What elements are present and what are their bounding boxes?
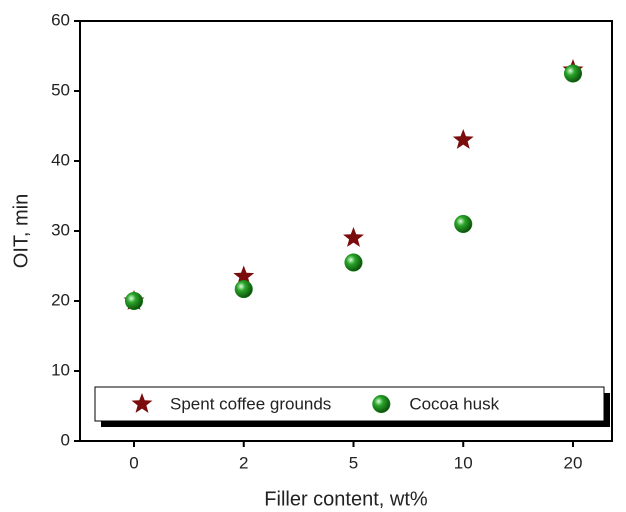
legend-label: Cocoa husk [409,394,499,413]
sphere-marker [234,280,253,299]
x-tick-label: 2 [239,453,248,472]
sphere-marker [372,394,391,414]
x-axis-title: Filler content, wt% [264,488,428,510]
x-tick-label: 5 [349,453,358,472]
plot-frame [79,20,613,442]
x-tick-label: 0 [129,453,138,472]
y-tick-label: 50 [51,80,70,99]
y-tick-label: 10 [51,360,70,379]
sphere-marker [563,64,583,83]
sphere-marker [454,214,473,234]
y-tick-label: 60 [51,10,70,29]
x-tick-label: 10 [454,453,473,472]
y-tick-label: 20 [51,290,70,309]
y-tick-label: 30 [51,220,70,239]
star-marker [343,227,364,247]
y-axis-title: OIT, min [10,194,32,268]
star-marker [233,265,255,286]
star-marker [452,129,474,149]
star-marker [131,393,153,413]
x-tick-label: 20 [564,453,583,472]
legend [94,386,605,422]
sphere-marker [344,253,363,272]
sphere-marker [124,291,144,311]
legend-label: Spent coffee grounds [170,394,331,413]
y-tick-label: 0 [61,430,70,449]
y-tick-label: 40 [51,150,70,169]
